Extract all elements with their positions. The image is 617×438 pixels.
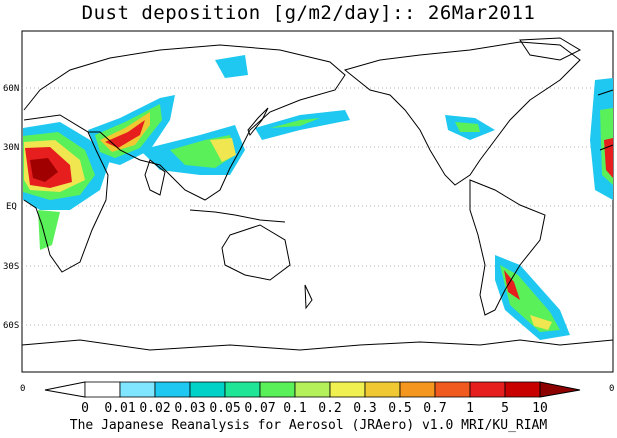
coast-australia	[221, 224, 291, 281]
map-title: Dust deposition [g/m2/day]:: 26Mar2011	[81, 2, 536, 24]
coast-s-america	[469, 179, 546, 316]
colorbar-tick-label: 0.3	[353, 401, 376, 416]
colorbar-tick-label: 5	[501, 401, 509, 416]
dust-siberia	[215, 55, 248, 78]
coast-nz	[304, 284, 313, 310]
colorbar-cell	[329, 381, 366, 398]
dust-asia-yellow	[210, 138, 236, 162]
colorbar-cell	[364, 381, 401, 398]
dust-africa-south	[38, 210, 60, 250]
coast-europe-edge	[597, 89, 614, 151]
lat-label-30s: 30S	[3, 262, 19, 272]
colorbar-cell	[259, 381, 296, 398]
colorbar-tick-label: 0.01	[104, 401, 135, 416]
dust-patagonia-tail	[530, 315, 552, 330]
coast-indonesia	[189, 209, 286, 223]
colorbar-cell	[434, 381, 471, 398]
colorbar-arrow-left	[44, 381, 86, 398]
coast-japan	[247, 107, 269, 136]
colorbar-tick-label: 0	[81, 401, 89, 416]
colorbar-cell	[84, 381, 121, 398]
colorbar-cell	[119, 381, 156, 398]
colorbar-tick-label: 10	[532, 401, 548, 416]
colorbar-cell	[469, 381, 506, 398]
colorbar: 0 0.01 0.02 0.03 0.05 0.07 0.1 0.2 0.3 0.5 0.7 1 5 10	[44, 381, 581, 416]
dust-pacific-mid	[270, 118, 320, 128]
dust-sahara-core	[30, 158, 58, 182]
colorbar-tick-label: 0.2	[318, 401, 341, 416]
colorbar-tick-label: 0.1	[283, 401, 306, 416]
coast-n-america	[343, 41, 581, 186]
coast-antarctica	[21, 339, 614, 351]
dust-arabia-high	[105, 120, 145, 148]
colorbar-cell	[504, 381, 541, 398]
colorbar-cell	[189, 381, 226, 398]
colorbar-tick-label: 0.02	[139, 401, 170, 416]
dust-patagonia-high	[504, 270, 520, 300]
colorbar-edge-right: 0	[609, 384, 614, 394]
colorbar-cell	[224, 381, 261, 398]
colorbar-tick-label: 0.7	[423, 401, 446, 416]
coast-greenland	[519, 37, 582, 61]
coast-india	[144, 159, 166, 196]
footer-credit: The Japanese Reanalysis for Aerosol (JRA…	[69, 418, 548, 433]
colorbar-tick-labels: 0 0.01 0.02 0.03 0.05 0.07 0.1 0.2 0.3 0.5 0.7 1 5 10	[81, 401, 548, 416]
lat-label-60s: 60S	[3, 321, 19, 331]
coast-eurasia	[23, 44, 346, 201]
colorbar-tick-label: 0.03	[174, 401, 205, 416]
colorbar-edge-left: 0	[20, 384, 25, 394]
latitude-labels: 60N 30N EQ 30S 60S	[3, 84, 19, 331]
dust-field	[23, 55, 613, 340]
colorbar-arrow-right	[539, 381, 581, 398]
coastlines	[21, 37, 614, 351]
dust-n-america-mid	[455, 122, 480, 132]
colorbar-cell	[294, 381, 331, 398]
colorbar-cell	[399, 381, 436, 398]
colorbar-tick-label: 0.07	[244, 401, 275, 416]
dust-patagonia-mid	[500, 265, 560, 332]
lat-label-60n: 60N	[3, 84, 19, 94]
colorbar-tick-label: 1	[466, 401, 474, 416]
colorbar-tick-label: 0.05	[209, 401, 240, 416]
colorbar-tick-label: 0.5	[388, 401, 411, 416]
lat-label-eq: EQ	[6, 202, 17, 212]
colorbar-cells	[84, 381, 541, 398]
lat-label-30n: 30N	[3, 143, 19, 153]
colorbar-cell	[154, 381, 191, 398]
